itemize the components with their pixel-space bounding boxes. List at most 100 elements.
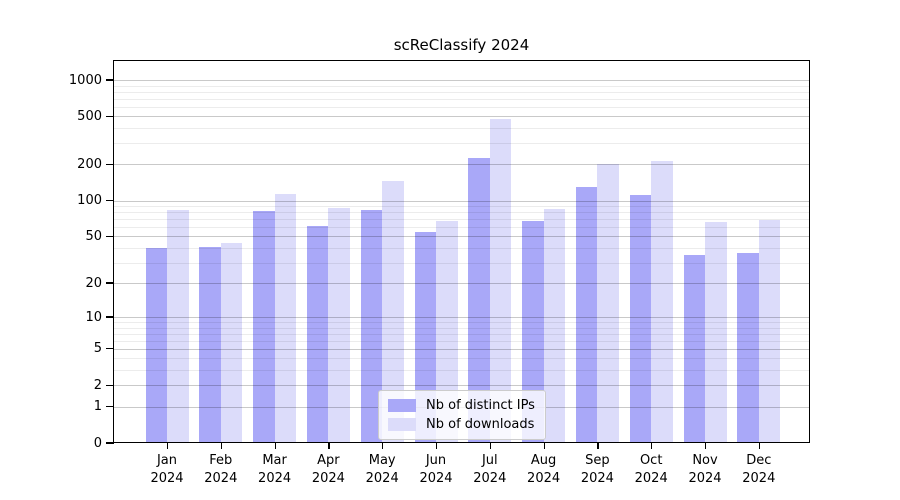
x-tick-mark-feb: [220, 443, 222, 449]
y-tick-mark-50: [106, 235, 114, 237]
year-label: 2024: [258, 471, 292, 486]
bar-nb-of-distinct-ips-nov: [683, 254, 705, 443]
bar-nb-of-downloads-nov: [705, 222, 727, 443]
y-axis-tick-label-1: 1: [93, 399, 102, 415]
year-label: 2024: [580, 471, 614, 486]
gridline-minor-7: [113, 333, 810, 335]
gridline-minor-60: [113, 227, 810, 228]
gridline-minor-700: [113, 98, 810, 100]
year-label: 2024: [742, 471, 776, 486]
y-axis-tick-label-10: 10: [85, 309, 102, 325]
month-label: Feb: [209, 453, 233, 468]
bar-nb-of-downloads-jul: [489, 119, 512, 443]
gridline-minor-3: [113, 370, 810, 372]
bar-nb-of-downloads-apr: [328, 207, 350, 443]
x-axis-tick-label-oct: Oct 2024: [619, 452, 683, 488]
bar-nb-of-distinct-ips-mar: [253, 210, 275, 443]
month-label: Apr: [317, 453, 340, 468]
legend: Nb of distinct IPs Nb of downloads: [378, 390, 546, 440]
gridline-major-10: [113, 317, 810, 318]
legend-swatch-downloads: [388, 418, 416, 431]
bar-nb-of-downloads-dec: [758, 219, 781, 443]
gridline-major-2: [113, 385, 810, 387]
gridline-minor-300: [113, 143, 810, 145]
bar-nb-of-distinct-ips-feb: [199, 246, 221, 443]
legend-swatch-distinct-ips: [388, 399, 416, 412]
y-tick-mark-2: [106, 384, 114, 386]
bar-nb-of-distinct-ips-jul: [468, 158, 490, 443]
year-label: 2024: [473, 471, 507, 486]
month-label: May: [368, 453, 396, 468]
x-axis-tick-label-mar: Mar 2024: [243, 452, 307, 488]
x-tick-mark-dec: [758, 443, 760, 449]
year-label: 2024: [634, 471, 668, 486]
y-tick-mark-1: [106, 405, 114, 408]
x-tick-mark-jun: [436, 443, 438, 449]
x-axis-tick-label-dec: Dec 2024: [727, 452, 791, 488]
gridline-minor-9: [113, 322, 810, 324]
gridline-major-100: [113, 200, 810, 202]
month-label: Dec: [746, 453, 772, 468]
bar-nb-of-distinct-ips-apr: [306, 226, 329, 443]
x-tick-mark-apr: [328, 443, 330, 449]
y-tick-mark-1000: [106, 79, 114, 81]
bar-nb-of-distinct-ips-jan: [145, 247, 167, 443]
x-axis-tick-label-sep: Sep 2024: [565, 452, 629, 488]
gridline-minor-30: [113, 262, 810, 264]
month-label: Nov: [692, 453, 718, 468]
x-tick-mark-sep: [597, 443, 599, 449]
x-axis-tick-label-feb: Feb 2024: [189, 452, 253, 488]
y-axis-tick-label-2: 2: [93, 377, 102, 393]
month-label: Jan: [156, 453, 178, 468]
y-axis-tick-label-1000: 1000: [68, 72, 102, 88]
legend-item-distinct-ips: Nb of distinct IPs: [388, 396, 536, 415]
gridline-minor-6: [113, 340, 810, 342]
x-axis-tick-label-apr: Apr 2024: [296, 452, 360, 488]
y-tick-mark-5: [106, 348, 114, 350]
year-label: 2024: [150, 471, 184, 486]
bar-nb-of-distinct-ips-dec: [737, 253, 759, 443]
y-axis-tick-label-20: 20: [85, 275, 102, 291]
month-label: Jul: [481, 453, 498, 468]
gridline-minor-90: [113, 205, 810, 207]
y-tick-mark-500: [106, 115, 114, 117]
gridline-minor-4: [113, 358, 810, 360]
month-label: Jun: [425, 453, 447, 468]
y-tick-mark-0: [106, 442, 114, 444]
bar-nb-of-downloads-oct: [651, 161, 673, 443]
bar-nb-of-downloads-jun: [436, 221, 458, 443]
gridline-major-500: [113, 116, 810, 118]
x-tick-mark-aug: [543, 443, 545, 449]
bar-nb-of-downloads-jan: [167, 210, 189, 443]
x-tick-mark-nov: [705, 443, 707, 449]
x-axis-tick-label-jun: Jun 2024: [404, 452, 468, 488]
year-label: 2024: [204, 471, 238, 486]
x-tick-mark-jan: [167, 443, 169, 449]
gridline-major-200: [113, 164, 810, 166]
legend-item-downloads: Nb of downloads: [388, 415, 536, 434]
y-tick-mark-100: [106, 199, 114, 202]
bar-nb-of-distinct-ips-oct: [629, 194, 652, 443]
bar-nb-of-distinct-ips-sep: [575, 187, 598, 443]
gridline-minor-80: [113, 212, 810, 214]
bar-nb-of-downloads-aug: [543, 208, 566, 443]
gridline-major-1000: [113, 80, 810, 81]
x-tick-mark-jul: [489, 443, 491, 449]
bar-nb-of-distinct-ips-aug: [522, 221, 544, 443]
bar-nb-of-downloads-may: [382, 180, 404, 443]
year-label: 2024: [311, 471, 345, 486]
x-tick-mark-mar: [274, 443, 276, 449]
gridline-minor-600: [113, 106, 810, 108]
year-label: 2024: [419, 471, 453, 486]
y-axis-tick-label-500: 500: [77, 108, 102, 124]
gridline-major-20: [113, 283, 810, 285]
month-label: Mar: [262, 453, 287, 468]
y-axis-tick-label-100: 100: [77, 193, 102, 208]
gridline-minor-70: [113, 219, 810, 221]
bar-nb-of-downloads-feb: [220, 242, 243, 443]
year-label: 2024: [688, 471, 722, 486]
x-axis-tick-label-jan: Jan 2024: [135, 452, 199, 488]
plot-frame: [113, 60, 810, 443]
y-axis-tick-label-5: 5: [93, 341, 102, 357]
